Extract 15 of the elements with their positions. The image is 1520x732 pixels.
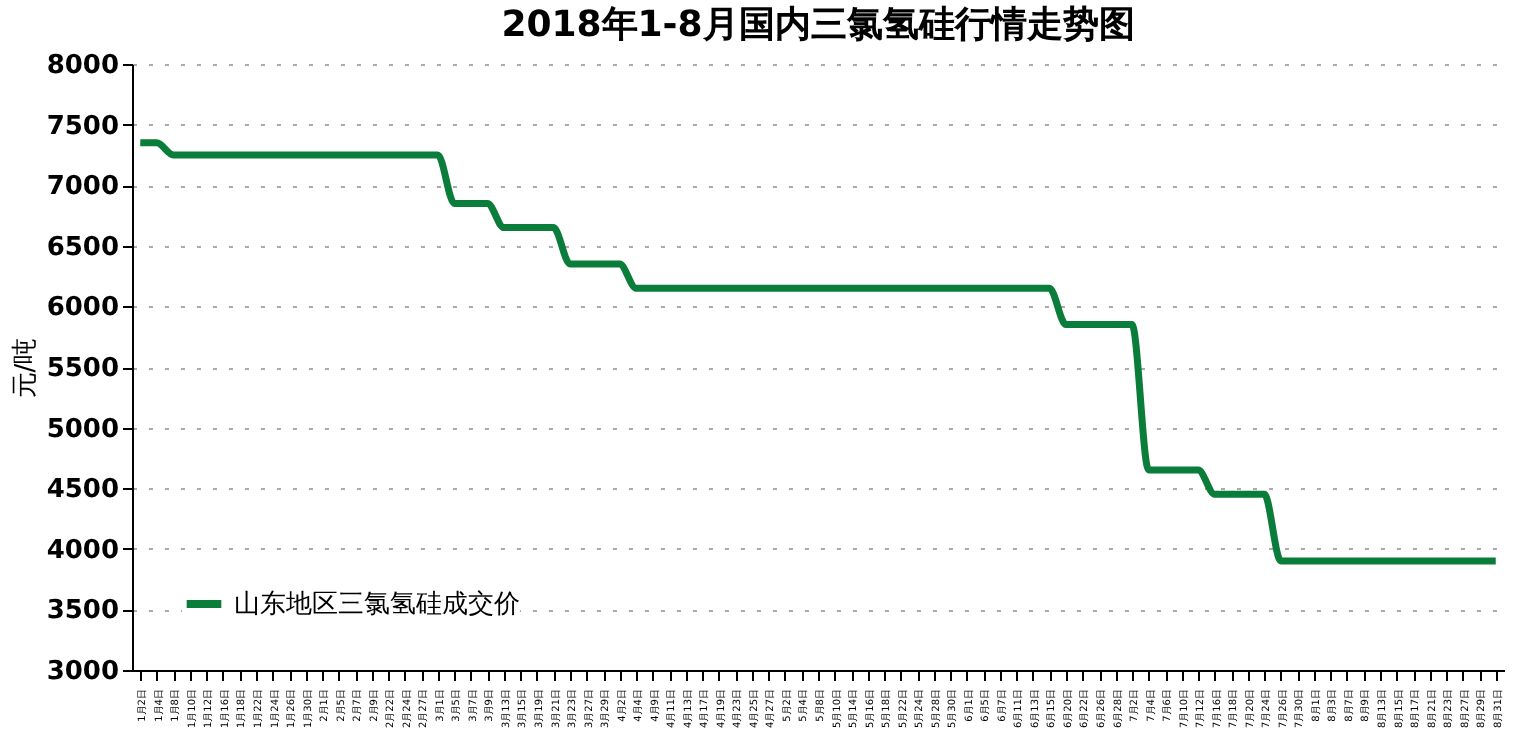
- y-tick-label: 6500: [46, 232, 119, 263]
- y-tick-label: 7000: [46, 172, 119, 203]
- y-tick-label: 3000: [46, 657, 119, 687]
- y-tick-label: 3500: [46, 596, 119, 627]
- legend-label: 山东地区三氯氢硅成交价: [234, 588, 520, 620]
- y-axis-title: 元/吨: [10, 337, 41, 399]
- line-series: [136, 139, 1500, 565]
- y-tick-label: 5500: [46, 354, 119, 384]
- y-tick-label: 8000: [46, 51, 119, 81]
- y-tick-label: 6000: [46, 293, 119, 324]
- y-tick-label: 4000: [46, 535, 119, 566]
- y-tick-label: 5000: [46, 414, 119, 445]
- y-tick-label: 4500: [46, 475, 119, 506]
- chart-title: 2018年1-8月国内三氯氢硅行情走势图: [501, 4, 1135, 46]
- y-tick-label: 7500: [46, 111, 119, 142]
